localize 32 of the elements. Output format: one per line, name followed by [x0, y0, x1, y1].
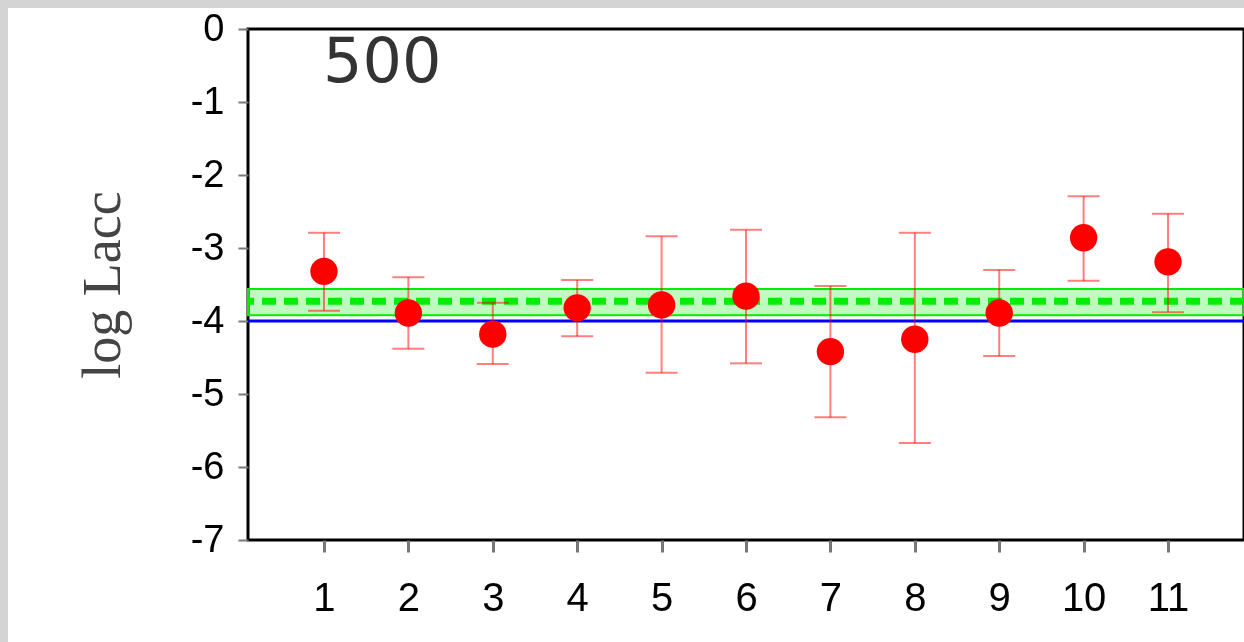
y-tick-label: -2	[190, 152, 225, 195]
y-tick-label: -7	[190, 517, 225, 560]
x-tick-label: 3	[482, 574, 505, 619]
point	[985, 299, 1013, 327]
point	[563, 294, 591, 322]
x-tick-label: 4	[566, 574, 589, 619]
point	[647, 291, 676, 319]
point	[310, 257, 338, 286]
y-tick-label: 0	[203, 6, 225, 49]
x-tick-label: 6	[735, 574, 758, 619]
y-tick-label: -1	[190, 79, 225, 122]
x-tick-label: 5	[650, 574, 674, 619]
annotation: 500	[323, 24, 442, 97]
x-tick-label: 2	[397, 574, 420, 619]
y-tick-label: -4	[190, 298, 225, 341]
y-axis-title: log Lacc	[71, 191, 132, 379]
y-tick-label: -6	[190, 444, 225, 487]
point	[394, 299, 423, 327]
point	[1154, 248, 1182, 276]
x-tick-label: 11	[1147, 574, 1190, 619]
point	[732, 282, 760, 310]
point	[479, 320, 507, 348]
point	[1069, 224, 1098, 252]
x-tick-label: 10	[1061, 574, 1107, 619]
x-tick-label: 8	[904, 574, 927, 619]
y-tick-label: -3	[190, 225, 225, 268]
x-tick-label: 1	[313, 574, 336, 619]
point	[816, 337, 845, 366]
point	[901, 325, 929, 353]
y-tick-label: -5	[190, 371, 225, 414]
x-tick-label: 9	[988, 574, 1011, 619]
x-tick-label: 7	[819, 574, 843, 619]
